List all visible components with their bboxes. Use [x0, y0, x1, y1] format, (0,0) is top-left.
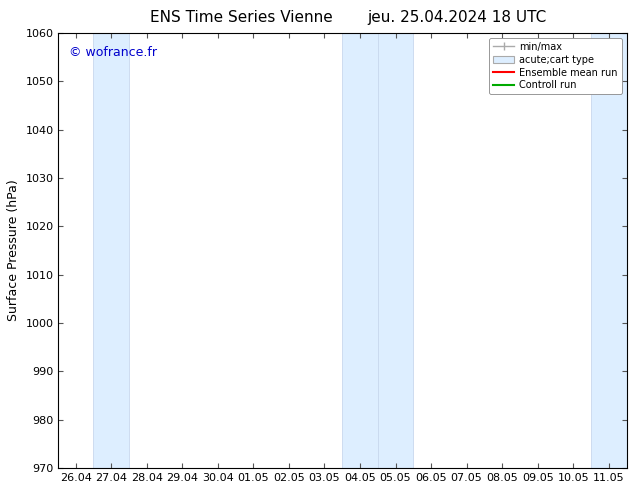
Text: jeu. 25.04.2024 18 UTC: jeu. 25.04.2024 18 UTC — [367, 10, 546, 25]
Y-axis label: Surface Pressure (hPa): Surface Pressure (hPa) — [7, 180, 20, 321]
Bar — [93, 33, 129, 468]
Text: ENS Time Series Vienne: ENS Time Series Vienne — [150, 10, 332, 25]
Legend: min/max, acute;cart type, Ensemble mean run, Controll run: min/max, acute;cart type, Ensemble mean … — [489, 38, 622, 95]
Bar — [378, 33, 413, 468]
Text: © wofrance.fr: © wofrance.fr — [69, 46, 157, 59]
Bar — [591, 33, 626, 468]
Bar — [342, 33, 378, 468]
